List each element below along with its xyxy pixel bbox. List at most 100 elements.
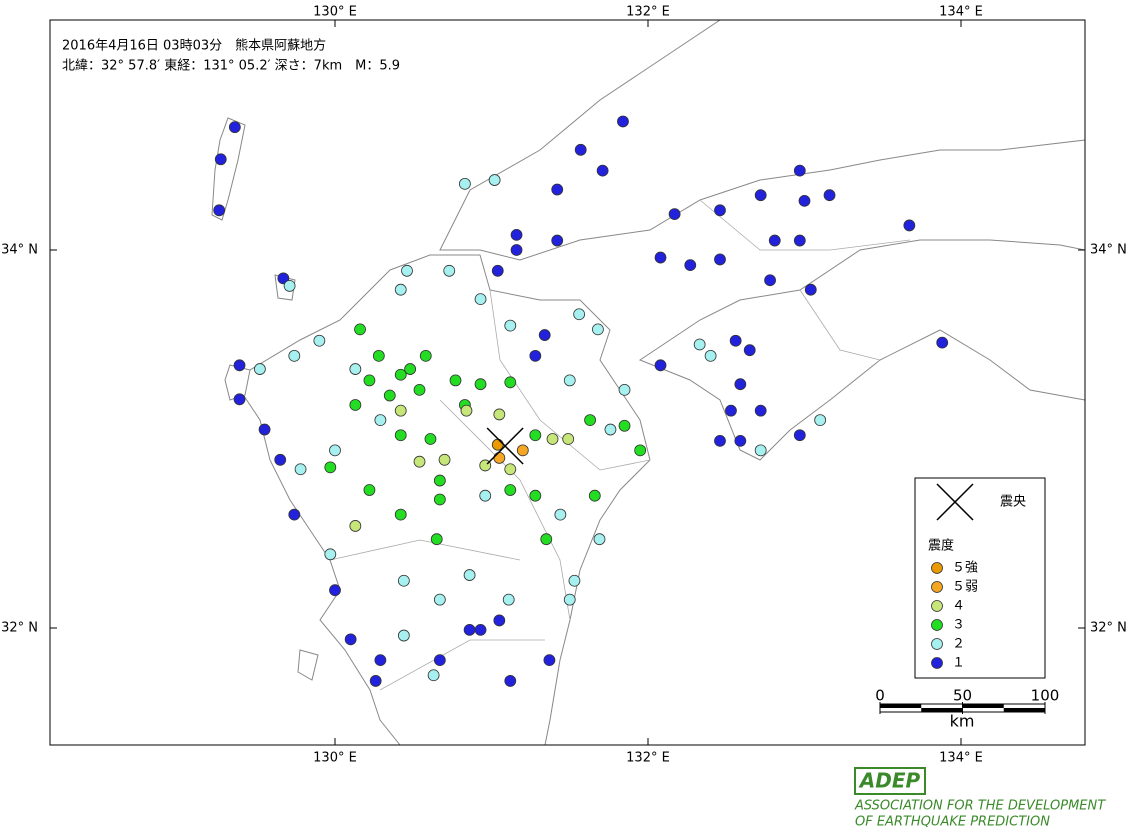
lat-label-left: 32° N <box>1 621 38 636</box>
scale-bar-segment <box>1003 708 1045 712</box>
station <box>903 219 916 232</box>
lon-label-bottom: 134° E <box>939 751 983 766</box>
scale-label: 50 <box>953 687 972 705</box>
lat-label-right: 32° N <box>1090 621 1127 636</box>
logo-line2: OF EARTHQUAKE PREDICTION <box>855 815 1050 830</box>
station <box>574 143 587 156</box>
legend-swatch <box>931 657 943 669</box>
station <box>562 433 575 445</box>
station <box>668 208 681 220</box>
station <box>474 623 487 636</box>
station <box>491 264 504 277</box>
station <box>474 378 487 391</box>
legend-label: ４ <box>952 599 965 614</box>
station <box>540 533 553 546</box>
legend-swatch <box>931 600 943 612</box>
station <box>463 569 476 581</box>
lon-label-top: 134° E <box>939 5 983 20</box>
station <box>529 349 542 362</box>
station <box>427 669 440 682</box>
station <box>324 461 337 474</box>
logo-mark: ADEP <box>858 769 921 793</box>
station <box>374 654 387 667</box>
station <box>214 153 227 166</box>
station <box>277 272 290 285</box>
station <box>433 493 446 506</box>
station <box>504 463 517 476</box>
station <box>213 204 226 217</box>
station <box>734 434 747 447</box>
station <box>551 183 564 196</box>
scale-label: 100 <box>1031 687 1060 705</box>
legend-epicenter-symbol <box>936 483 974 521</box>
station <box>313 334 326 347</box>
station <box>654 251 667 264</box>
station <box>543 654 556 667</box>
station <box>504 484 517 496</box>
station <box>529 429 542 442</box>
station <box>729 334 742 347</box>
station <box>588 489 601 502</box>
scale-unit: km <box>950 712 975 731</box>
station <box>725 404 737 417</box>
station <box>258 423 271 436</box>
station <box>288 349 301 362</box>
station <box>936 336 949 349</box>
station <box>288 508 301 521</box>
station <box>349 399 362 411</box>
station <box>397 574 410 587</box>
station <box>430 533 443 546</box>
stations <box>213 115 949 687</box>
map-subtitle: 北緯：32° 57.8′ 東経：131° 05.2′ 深さ：7km M：5.9 <box>62 58 400 74</box>
station <box>233 393 246 406</box>
station <box>433 593 446 606</box>
station <box>793 164 806 177</box>
lat-label-right: 34° N <box>1090 243 1127 258</box>
station <box>372 349 385 362</box>
station <box>568 574 581 587</box>
station <box>502 593 515 606</box>
station <box>488 174 501 186</box>
station <box>823 189 836 202</box>
station <box>374 414 387 427</box>
station <box>714 434 726 447</box>
station <box>504 675 517 687</box>
station <box>573 308 586 321</box>
station <box>793 429 806 442</box>
legend-intensity-title: 震度 <box>928 538 954 554</box>
station <box>419 349 432 362</box>
station <box>754 189 767 202</box>
station <box>510 244 523 256</box>
station <box>714 204 726 217</box>
scale-label: 0 <box>875 687 885 705</box>
station <box>443 264 456 277</box>
station <box>424 433 437 445</box>
station <box>253 363 266 375</box>
legend-label: ５強 <box>952 561 978 576</box>
station <box>233 359 246 372</box>
logo-line1: ASSOCIATION FOR THE DEVELOPMENT <box>854 799 1106 814</box>
station <box>413 455 426 468</box>
station <box>798 194 811 207</box>
station <box>394 508 407 521</box>
station <box>394 283 407 296</box>
station <box>460 404 473 417</box>
station <box>654 359 667 372</box>
station <box>394 429 407 442</box>
station <box>363 484 376 496</box>
station <box>449 374 462 387</box>
station <box>383 389 396 402</box>
station <box>804 283 817 296</box>
station <box>474 293 487 306</box>
station <box>684 259 697 272</box>
station <box>294 463 307 476</box>
scale-bar-segment <box>962 704 1004 708</box>
scale-bar-segment <box>880 704 922 708</box>
lon-label-bottom: 130° E <box>313 751 357 766</box>
legend-swatch <box>931 638 943 650</box>
lat-label-left: 34° N <box>1 243 38 258</box>
station <box>538 329 551 341</box>
legend-label: ３ <box>952 618 965 633</box>
scale-bar-segment <box>921 708 963 712</box>
station <box>563 374 576 387</box>
